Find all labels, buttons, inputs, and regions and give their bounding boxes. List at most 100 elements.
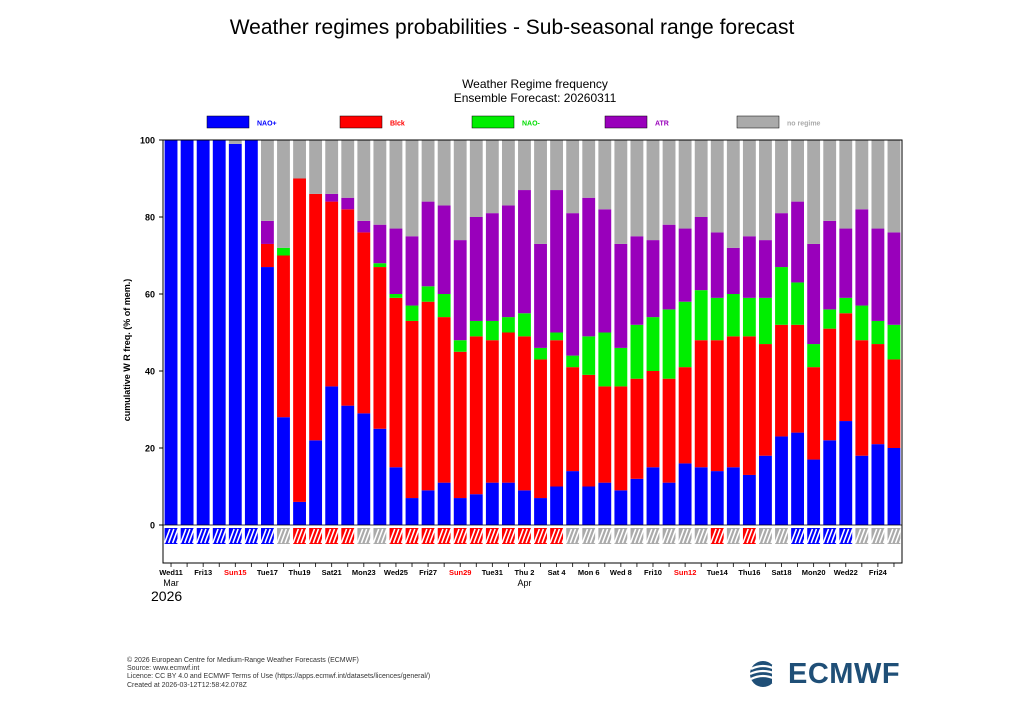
bar-segment: [710, 340, 724, 472]
x-tick-label: Mon23: [352, 568, 376, 577]
bar-segment: [325, 193, 339, 202]
bar-segment: [726, 140, 740, 248]
bar-segment: [775, 324, 788, 437]
page-title: Weather regimes probabilities - Sub-seas…: [229, 16, 795, 39]
hatch-line: [794, 528, 802, 544]
bar-segment: [855, 455, 869, 525]
bar-segment: [389, 140, 403, 229]
bar-segment: [534, 359, 547, 499]
hatch-line: [364, 528, 372, 544]
bar-segment: [710, 140, 724, 233]
bar-segment: [341, 209, 355, 406]
hatch-line: [428, 528, 436, 544]
chart-subtitle: Ensemble Forecast: 20260311: [454, 91, 617, 105]
y-tick-label: 20: [145, 444, 155, 454]
bar-segment: [759, 297, 772, 345]
x-tick-label: Wed11: [159, 568, 183, 577]
bar-segment: [469, 140, 483, 217]
hatch-line: [681, 528, 689, 544]
hatch-line: [372, 528, 380, 544]
hatch-line: [220, 528, 227, 544]
bar-segment: [373, 140, 387, 225]
bar-segment: [710, 471, 724, 525]
bar-segment: [855, 305, 869, 341]
x-tick-label: Tue17: [257, 568, 278, 577]
bar-segment: [694, 140, 708, 217]
hatch-line: [296, 528, 304, 544]
bar-segment: [887, 359, 901, 448]
bar-segment: [614, 490, 628, 525]
hatch-line: [501, 528, 508, 544]
hatch-line: [232, 528, 239, 544]
hatch-line: [332, 528, 340, 544]
y-tick-label: 0: [150, 521, 155, 531]
bar-segment: [518, 336, 531, 491]
legend: NAO+ Blck NAO- ATR no regime: [206, 115, 821, 129]
hatch-line: [585, 528, 593, 544]
bar-segment: [357, 413, 371, 525]
bar-segment: [871, 344, 885, 445]
hatch-line: [280, 528, 288, 544]
bar-segment: [261, 267, 274, 525]
bar-segment: [887, 140, 901, 233]
bar-segment: [405, 305, 419, 321]
bar-segment: [807, 140, 821, 244]
hatch-line: [742, 528, 749, 544]
hatch-line: [661, 528, 669, 544]
bar-segment: [726, 294, 740, 337]
x-tick-label: Thu16: [738, 568, 760, 577]
bar-segment: [598, 209, 612, 333]
bar-segment: [759, 140, 772, 241]
bar-segment: [341, 140, 355, 198]
bar-segment: [582, 486, 596, 525]
bar-segment: [791, 201, 804, 283]
hatch-line: [874, 528, 882, 544]
hatch-line: [477, 528, 484, 544]
bar-segment: [791, 432, 804, 525]
bar-segment: [518, 313, 531, 337]
bar-segment: [807, 344, 821, 368]
bar-segment: [646, 317, 660, 371]
bar-segment: [598, 332, 612, 387]
bar-segment: [871, 228, 885, 321]
chart-title: Weather Regime frequency: [462, 77, 608, 91]
hatch-line: [436, 528, 444, 544]
bar-segment: [775, 213, 788, 268]
bar-segment: [244, 140, 258, 525]
hatch-line: [360, 528, 368, 544]
hatch-line: [774, 528, 782, 544]
bar-segment: [373, 263, 387, 268]
bar-segment: [550, 486, 564, 525]
bar-segment: [228, 143, 242, 525]
x-tick-label: Sun12: [674, 568, 697, 577]
hatch-line: [894, 528, 902, 544]
bar-segment: [212, 140, 226, 525]
bar-segment: [614, 386, 628, 491]
hatch-line: [822, 528, 830, 544]
hatch-line: [461, 528, 468, 544]
hatch-line: [750, 528, 757, 544]
bar-segment: [566, 367, 580, 472]
hatch-line: [746, 528, 753, 544]
bar-segment: [518, 490, 531, 525]
hatch-line: [328, 528, 336, 544]
bar-segment: [630, 140, 644, 237]
bar-segment: [678, 463, 692, 525]
bar-segment: [807, 459, 821, 525]
y-tick-label: 60: [145, 290, 155, 300]
legend-swatch: [736, 115, 780, 129]
hatch-line: [589, 528, 597, 544]
bar-segment: [550, 190, 564, 333]
bar-segment: [437, 317, 451, 483]
hatch-line: [557, 528, 565, 544]
x-tick-label: Mon 6: [578, 568, 600, 577]
bar-segment: [261, 220, 274, 244]
hatch-line: [204, 528, 211, 544]
bar-segment: [614, 243, 628, 348]
bar-segment: [293, 140, 306, 179]
bar-segment: [726, 336, 740, 468]
hatch-line: [677, 528, 685, 544]
hatch-line: [412, 528, 420, 544]
bar-segment: [598, 482, 612, 525]
bar-segment: [293, 501, 306, 525]
